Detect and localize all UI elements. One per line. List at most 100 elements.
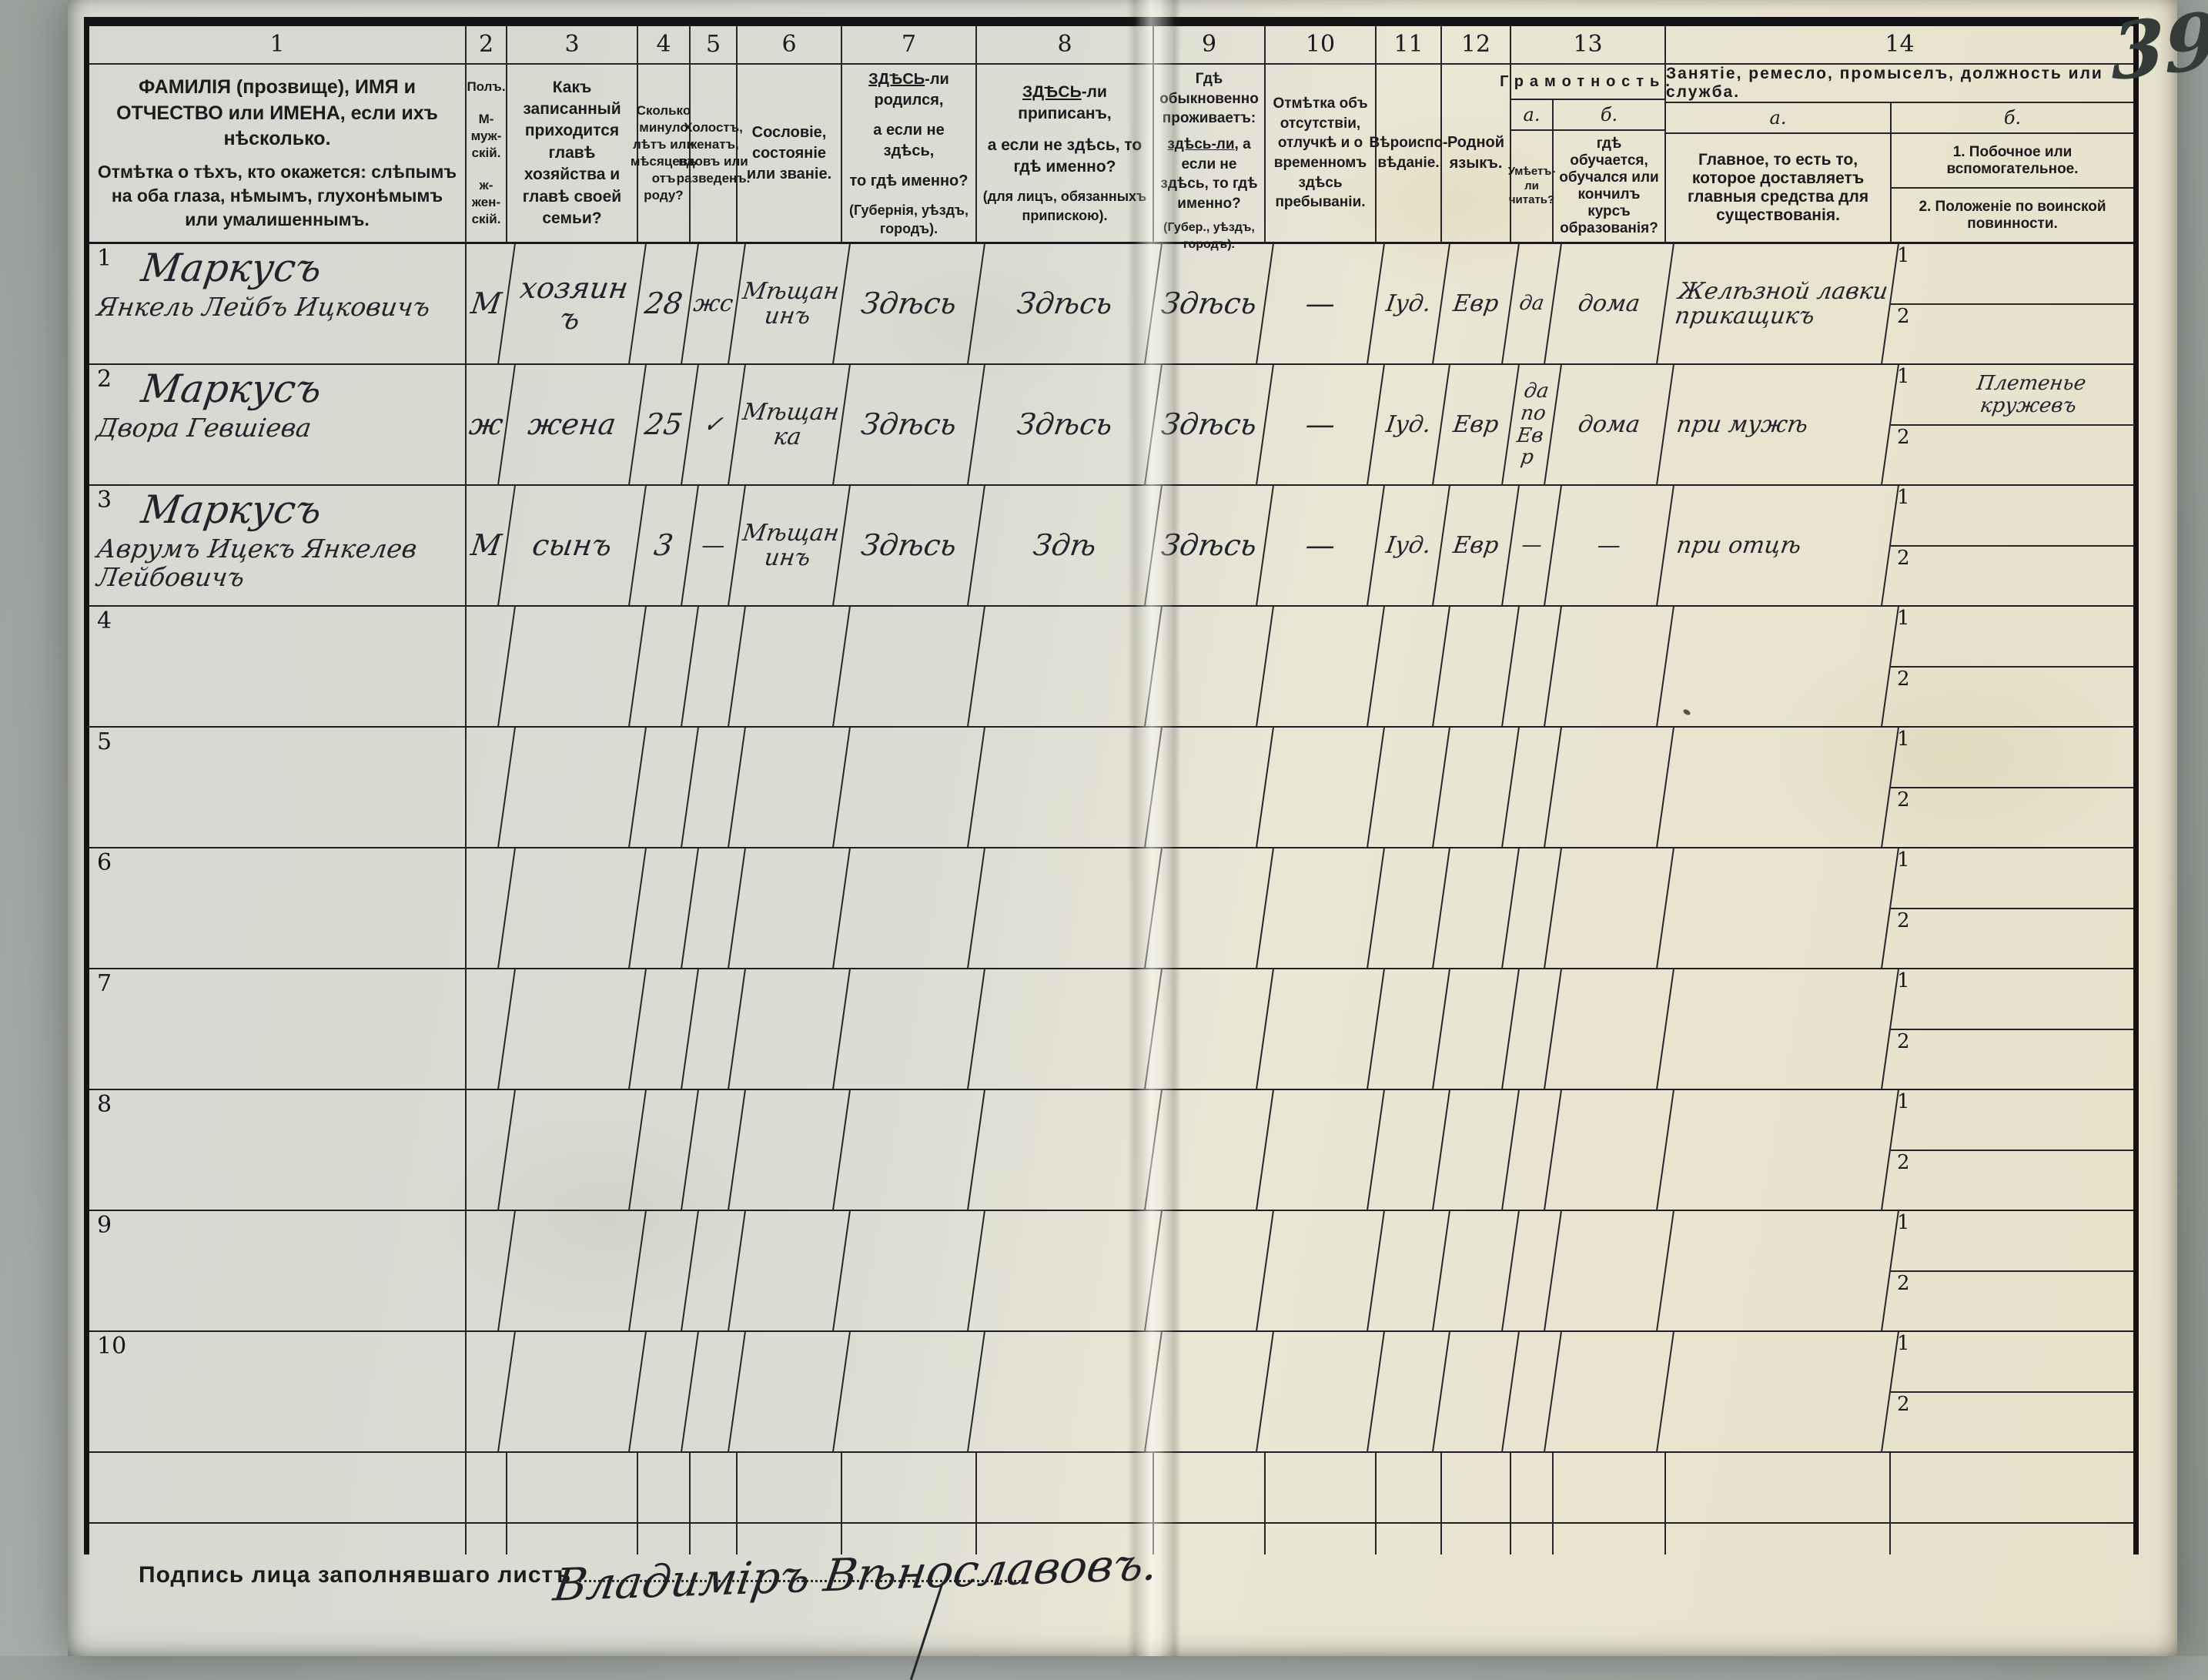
header-col-2: 2 Полъ. М-муж-скій. ж-жен-скій. xyxy=(467,26,507,242)
row-number: 4 xyxy=(97,607,112,634)
header-col8-line3: (для лицъ, обязанныхъ припискою). xyxy=(982,189,1147,223)
signature-block: Подпись лица заполнявшаго листъ Владимір… xyxy=(139,1538,1162,1680)
cell-residence xyxy=(1146,1211,1274,1330)
cell-occupation-side: 1 2 xyxy=(1891,1211,2133,1330)
col-number-8: 8 xyxy=(977,26,1153,65)
givenname-handwriting: Янкель Лейбъ Ицковичъ xyxy=(95,292,433,322)
col-number-9: 9 xyxy=(1154,26,1264,65)
col-number-10: 10 xyxy=(1266,26,1375,65)
cell-residence xyxy=(1146,969,1274,1089)
row-number: 5 xyxy=(97,728,112,755)
header-col-7: 7 ЗДѢСЬ-ли родился, а если не здѣсь, то … xyxy=(842,26,977,242)
cell-relation xyxy=(499,1211,647,1330)
row-number: 1 xyxy=(97,245,112,272)
signature-handwriting: Владиміръ Вѣнославовъ. xyxy=(550,1538,1162,1611)
grid-line-cell xyxy=(842,1524,977,1555)
grid-line-cell xyxy=(507,1524,638,1555)
occupation-side-sub2: 2 xyxy=(1891,1030,2133,1089)
cell-estate: Мѣщанинъ xyxy=(729,244,851,363)
cell-residence xyxy=(1146,848,1274,968)
cell-literacy-education xyxy=(1545,1211,1674,1330)
cell-relation xyxy=(499,607,647,726)
grid-line-cell xyxy=(1891,1524,2133,1555)
grid-line-cell xyxy=(1511,1453,1554,1522)
sub-label-2: 2 xyxy=(1897,667,1910,691)
occupation-side-sub1: 1 xyxy=(1891,1211,2133,1272)
cell-literacy-education: — xyxy=(1545,486,1674,605)
cell-absence-note xyxy=(1257,848,1385,968)
cell-residence xyxy=(1146,1090,1274,1210)
cell-residence: Здѣсь xyxy=(1146,486,1274,605)
cell-registered-here xyxy=(969,728,1163,847)
sub-label-2: 2 xyxy=(1897,304,1910,328)
header-col6-text: Сословіе, состояніе или званіе. xyxy=(746,123,832,182)
table-row: 9 1 2 xyxy=(89,1211,2133,1332)
cell-born-here: Здѣсь xyxy=(834,244,985,363)
header-col10-text: Отмѣтка объ отсутствіи, отлучкѣ и о врем… xyxy=(1273,95,1368,211)
cell-estate xyxy=(729,848,851,968)
table-row: 8 1 2 xyxy=(89,1090,2133,1211)
cell-registered-here xyxy=(969,1332,1163,1451)
cell-literacy-education: дома xyxy=(1545,244,1674,363)
cell-name: 10 xyxy=(89,1332,467,1451)
cell-name: 3 Маркусъ Аврумъ Ицекъ Янкелев Лейбовичъ xyxy=(89,486,467,605)
cell-estate xyxy=(729,969,851,1089)
occupation-side-text1: Плетенье кружевъ xyxy=(1975,371,2088,417)
header-col-14: 14 Занятіе, ремесло, промыселъ, должност… xyxy=(1666,26,2133,242)
occupation-side-sub2: 2 xyxy=(1891,305,2133,364)
table-row: 6 1 2 xyxy=(89,848,2133,969)
table-row: 4 1 2 xyxy=(89,607,2133,728)
cell-absence-note: — xyxy=(1257,365,1385,484)
cell-estate xyxy=(729,728,851,847)
header-col-1: 1 ФАМИЛІЯ (прозвище), ИМЯ и ОТЧЕСТВО или… xyxy=(89,26,467,242)
sub-label-2: 2 xyxy=(1897,909,1910,932)
grid-line-cell xyxy=(89,1524,467,1555)
cell-occupation-main xyxy=(1658,1332,1899,1451)
header-col-9: 9 Гдѣ обыкновенно проживаетъ: здѣсь-ли, … xyxy=(1154,26,1266,251)
cell-registered-here xyxy=(969,607,1163,726)
header-col14a-letter: а. xyxy=(1769,107,1787,129)
cell-name: 6 xyxy=(89,848,467,968)
header-col2-female: ж-жен-скій. xyxy=(471,178,501,227)
header-col7-line1: ЗДѢСЬ-ли родился, xyxy=(868,71,949,109)
surname-handwriting: Маркусъ xyxy=(138,246,325,290)
header-col-12: 12 Родной языкъ. xyxy=(1442,26,1511,242)
givenname-handwriting: Двора Гевшіева xyxy=(95,413,313,443)
col-number-2: 2 xyxy=(467,26,506,65)
sub-label-2: 2 xyxy=(1897,546,1910,570)
cell-relation: хозяинъ xyxy=(499,244,647,363)
table-row: 3 Маркусъ Аврумъ Ицекъ Янкелев Лейбовичъ… xyxy=(89,486,2133,607)
header-col13a-text: Умѣетъ-ли читать? xyxy=(1508,131,1555,242)
grid-line-cell xyxy=(1377,1524,1442,1555)
table-row: 10 1 2 xyxy=(89,1332,2133,1453)
cell-literacy-education xyxy=(1545,728,1674,847)
sub-label-2: 2 xyxy=(1897,1271,1910,1295)
col-number-6: 6 xyxy=(738,26,841,65)
grid-line-cell xyxy=(1154,1453,1266,1522)
sub-label-2: 2 xyxy=(1897,1029,1910,1053)
cell-literacy-education xyxy=(1545,1332,1674,1451)
row-number: 9 xyxy=(97,1212,112,1239)
header-col13b-letter: б. xyxy=(1600,104,1618,125)
col-number-3: 3 xyxy=(507,26,637,65)
header-col13b-text: гдѣ обучается, обучался или кончилъ курс… xyxy=(1559,136,1659,236)
pen-flourish xyxy=(910,1584,944,1680)
occupation-side-sub1: 1 Плетенье кружевъ xyxy=(1891,365,2133,426)
cell-name: 5 xyxy=(89,728,467,847)
cell-estate xyxy=(729,1090,851,1210)
header-col-4: 4 Сколько минуло лѣтъ или мѣсяцевъ отъ р… xyxy=(631,26,697,242)
cell-absence-note xyxy=(1257,969,1385,1089)
row-number: 3 xyxy=(97,487,112,514)
occupation-side-sub1: 1 xyxy=(1891,244,2133,305)
sub-label-2: 2 xyxy=(1897,788,1910,812)
header-col14a-text: Главное, то есть то, которое доставляетъ… xyxy=(1687,151,1869,224)
cell-absence-note xyxy=(1257,1332,1385,1451)
sub-label-1: 1 xyxy=(1897,607,1910,630)
cell-absence-note xyxy=(1257,728,1385,847)
col-number-14: 14 xyxy=(1666,26,2133,65)
header-col9-line3: (Губер., уѣздъ, городъ). xyxy=(1163,221,1255,252)
table-header: 1 ФАМИЛІЯ (прозвище), ИМЯ и ОТЧЕСТВО или… xyxy=(89,26,2133,251)
cell-name: 2 Маркусъ Двора Гевшіева xyxy=(89,365,467,484)
occupation-side-sub1: 1 xyxy=(1891,486,2133,547)
cell-born-here xyxy=(834,728,985,847)
